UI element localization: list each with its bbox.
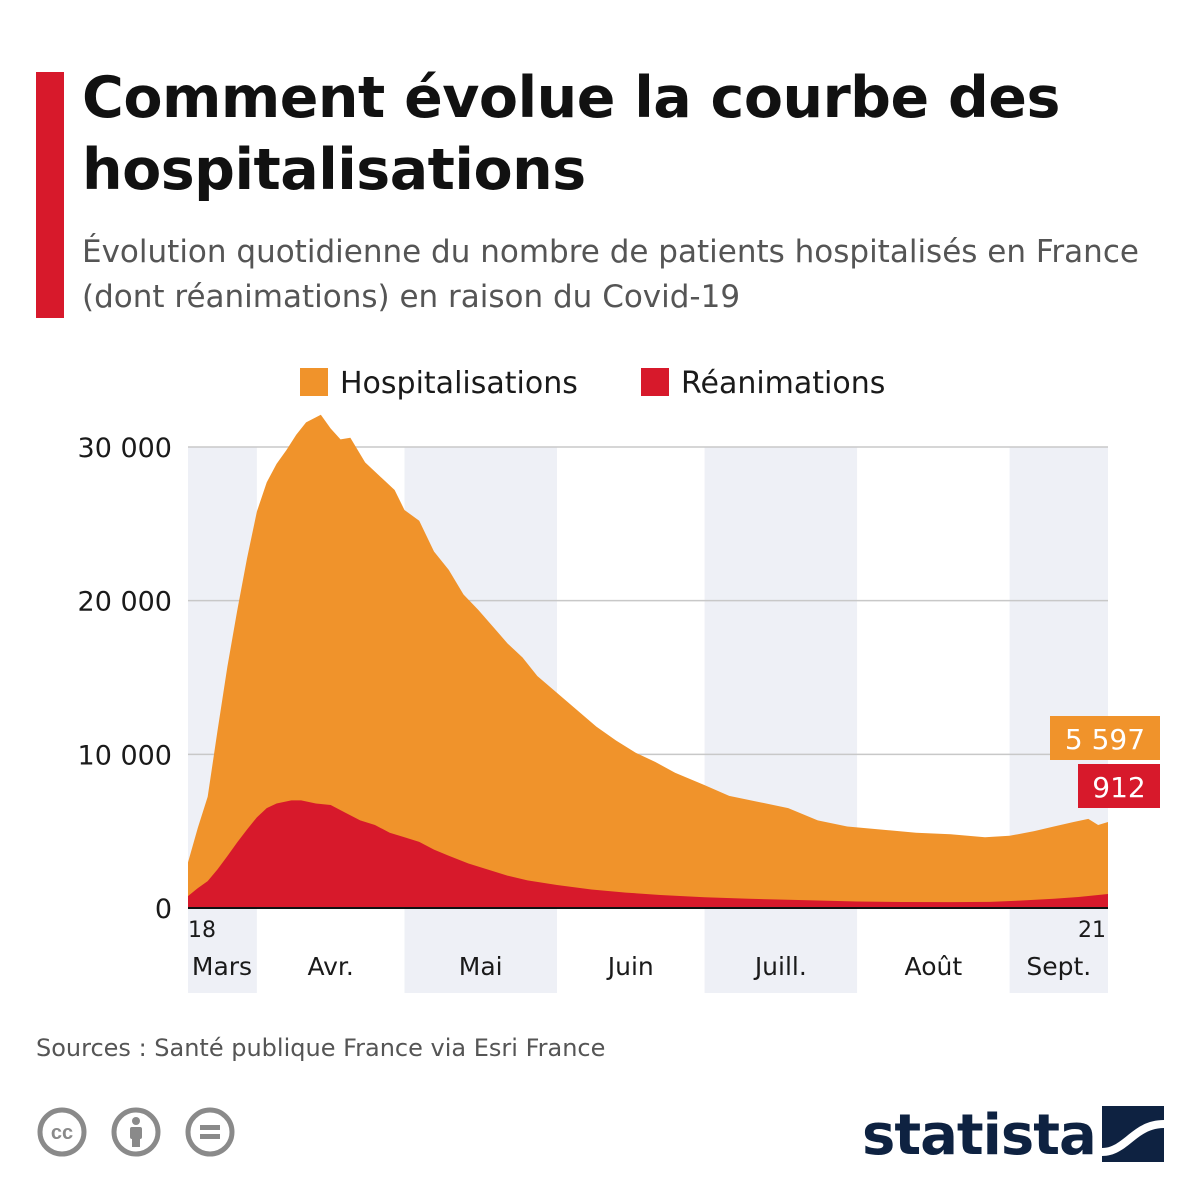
x-month-label-mai: Mai	[459, 952, 503, 981]
statista-logo[interactable]: statista	[862, 1098, 1166, 1170]
x-month-label-mars: Mars	[192, 952, 252, 981]
area-hospitalisations	[188, 414, 1108, 908]
title-accent-bar	[36, 72, 64, 318]
svg-text:cc: cc	[51, 1122, 73, 1144]
end-label-hospitalisations-box	[1050, 716, 1160, 760]
cc-icon: cc	[37, 1107, 87, 1157]
end-label-reanimations: 912	[1092, 771, 1145, 804]
area-chart: 0 10 000 20 000 30 000 Mars Avr. Mai Juin Juill.…	[78, 366, 1160, 993]
attribution-icon	[111, 1107, 161, 1157]
y-tick-label-30000: 30 000	[78, 433, 172, 464]
statista-wordmark: statista	[862, 1103, 1096, 1168]
page-title: Comment évolue la courbe des hospitalisa…	[82, 65, 1060, 203]
legend-hospitalisations-label: Hospitalisations	[340, 366, 578, 401]
page-subtitle: Évolution quotidienne du nombre de patie…	[82, 234, 1139, 315]
area-reanimations	[188, 800, 1108, 908]
statista-logo-icon	[1102, 1106, 1164, 1162]
x-end-day-label: 21	[1078, 918, 1106, 943]
end-value-labels: 5 597 912	[1050, 716, 1160, 808]
legend-hospitalisations-swatch	[300, 368, 328, 396]
x-month-label-juill: Juill.	[753, 952, 807, 981]
end-label-reanimations-box	[1078, 764, 1160, 808]
series-areas	[188, 414, 1108, 908]
no-derivatives-icon	[185, 1107, 235, 1157]
month-band-juill	[704, 447, 858, 993]
x-month-label-aout: Août	[905, 952, 963, 981]
x-month-label-sept: Sept.	[1026, 952, 1091, 981]
y-tick-label-0: 0	[155, 894, 172, 925]
legend-reanimations-label: Réanimations	[681, 366, 885, 401]
x-month-label-juin: Juin	[606, 952, 654, 981]
end-label-hospitalisations: 5 597	[1065, 723, 1145, 756]
x-start-day-label: 18	[188, 918, 216, 943]
source-note: Sources : Santé publique France via Esri…	[36, 1034, 606, 1062]
legend: Hospitalisations Réanimations	[300, 366, 885, 401]
axes: 0 10 000 20 000 30 000 Mars Avr. Mai Juin Juill.…	[78, 433, 1108, 981]
y-tick-label-20000: 20 000	[78, 587, 172, 618]
legend-reanimations-swatch	[641, 368, 669, 396]
y-tick-label-10000: 10 000	[78, 740, 172, 771]
x-month-label-avr: Avr.	[307, 952, 353, 981]
